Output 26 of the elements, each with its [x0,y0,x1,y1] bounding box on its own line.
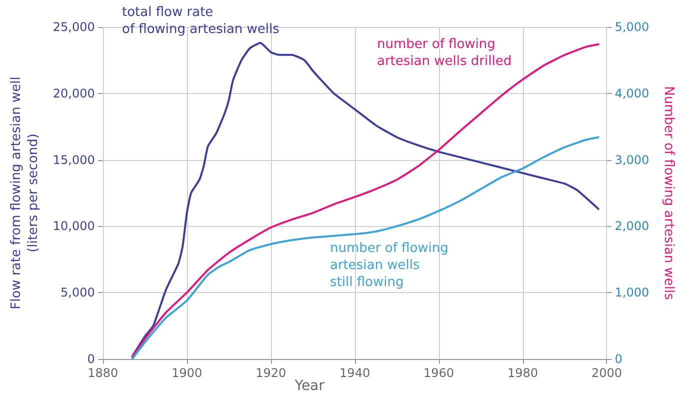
x-tick-label: 1880 [88,366,118,380]
series-label: number of flowing artesian wells drilled [377,37,512,69]
y2-tick-label: 3,000 [614,152,650,167]
x-axis-title: Year [294,378,325,394]
series-label: number of flowing artesian wells still flowing [330,241,448,290]
x-tick-label: 1920 [256,366,286,380]
y-tick-label: 25,000 [52,20,95,34]
x-tick-label: 1940 [340,366,370,380]
x-tick-label: 1900 [172,366,202,380]
y-tick-label: 0 [87,352,95,366]
y-tick-label: 10,000 [52,219,95,234]
x-tick-label: 1980 [507,366,538,380]
y2-tick-label: 5,000 [614,20,650,34]
line-series [131,136,600,360]
series-label: total flow rate of flowing artesian wells [122,5,280,37]
y2-tick-label: 0 [614,352,622,366]
y2-tick-label: 1,000 [614,286,650,300]
x-tick-label: 1960 [424,366,454,380]
y-tick-label: 15,000 [52,152,95,167]
y-tick-label: 20,000 [52,86,95,100]
y2-tick-label: 4,000 [614,86,650,100]
x-tick-label: 2000 [591,366,622,380]
y2-tick-label: 2,000 [614,219,650,234]
y2-axis-title: Number of flowing artesian wells [661,86,676,300]
y-axis-title: Flow rate from flowing artesian well (liters per second) [9,76,41,310]
y-tick-label: 5,000 [60,286,95,300]
